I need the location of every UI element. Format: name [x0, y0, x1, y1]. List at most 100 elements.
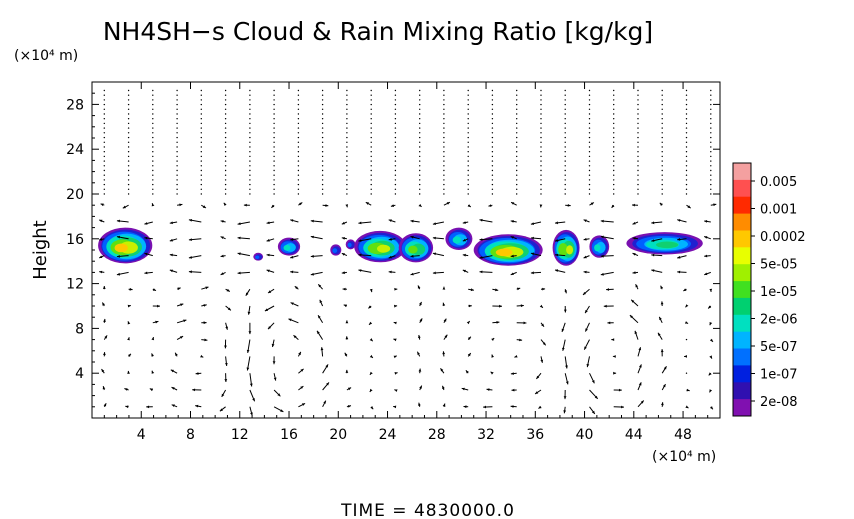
arrow-head [221, 393, 225, 397]
wind-arrow [345, 336, 349, 340]
calm-dot [394, 118, 397, 120]
cloud-blob [626, 232, 703, 255]
wind-arrow [368, 321, 373, 326]
calm-dot [321, 94, 324, 96]
calm-dot [540, 193, 542, 195]
wind-arrow [442, 286, 446, 290]
calm-dot [443, 174, 445, 176]
arrow-head [440, 368, 444, 372]
wind-arrow [370, 406, 374, 410]
wind-arrow [393, 321, 397, 325]
wind-arrow [298, 368, 304, 374]
arrow-head [488, 204, 492, 207]
calm-dot [540, 122, 542, 125]
calm-dot [613, 188, 615, 190]
calm-dot [321, 122, 324, 125]
calm-dot [176, 174, 178, 176]
calm-dot [419, 146, 421, 148]
calm-dot [224, 99, 227, 101]
calm-dot [419, 174, 421, 176]
wind-arrow [152, 320, 159, 324]
cloud-contour [558, 243, 568, 257]
arrow-head [677, 270, 681, 274]
calm-dot [419, 183, 421, 186]
calm-dot [176, 113, 178, 115]
wind-arrow [146, 405, 153, 409]
calm-dot [321, 113, 324, 115]
calm-dot [710, 193, 712, 195]
wind-arrow [613, 371, 617, 375]
wind-arrow [297, 351, 302, 357]
arrow-head [300, 368, 304, 372]
wind-arrow [322, 204, 329, 207]
arrow-head [318, 284, 322, 288]
chart-title: NH4SH−s Cloud & Rain Mixing Ratio [kg/kg… [103, 17, 653, 46]
wind-arrow [492, 304, 503, 308]
calm-dot [394, 183, 397, 186]
arrow-head [394, 372, 398, 375]
colorbar-swatch [733, 230, 751, 248]
calm-dot [200, 127, 202, 129]
arrow-head [102, 286, 106, 289]
colorbar-swatch [733, 281, 751, 299]
calm-dot [103, 127, 106, 129]
arrow-head [479, 256, 483, 259]
y-tick-label: 20 [66, 187, 84, 203]
arrow-head [467, 353, 471, 357]
arrow-head [268, 290, 272, 293]
y-tick-label: 8 [75, 321, 84, 337]
arrow-head [584, 346, 587, 350]
colorbar-labels: 0.005 0.001 0.0002 5e-05 1e-05 2e-06 5e-07 1e-0… [751, 175, 806, 410]
calm-dot [200, 108, 202, 111]
calm-dot [661, 146, 663, 148]
calm-dot [613, 132, 615, 134]
wind-arrow [149, 388, 154, 392]
calm-dot [370, 103, 372, 106]
calm-dot [127, 136, 130, 139]
arrow-head [651, 239, 655, 242]
arrow-head [442, 302, 446, 306]
calm-dot [540, 179, 542, 181]
arrow-head [629, 315, 633, 319]
calm-dot [564, 132, 566, 134]
arrow-head [268, 326, 271, 330]
wind-arrow [607, 321, 614, 325]
calm-dot [710, 99, 712, 101]
calm-dot [564, 174, 566, 176]
wind-arrow [177, 203, 183, 207]
wind-arrow [410, 271, 420, 276]
arrow-head [127, 321, 131, 325]
arrow-head [530, 271, 534, 275]
calm-dot [661, 151, 663, 153]
wind-arrow [584, 305, 590, 314]
calm-dot [273, 113, 275, 115]
cloud-blob [398, 233, 434, 263]
wind-arrow [467, 204, 472, 208]
calm-dot [564, 188, 566, 190]
calm-dot [249, 174, 251, 176]
arrow-head [538, 405, 542, 409]
calm-dot [685, 136, 688, 139]
calm-dot [613, 193, 615, 195]
wind-arrow [151, 370, 155, 374]
arrow-head [600, 272, 604, 276]
arrow-head [155, 320, 159, 324]
arrow-head [713, 203, 717, 207]
wind-arrow [685, 405, 689, 409]
wind-arrow [442, 385, 445, 391]
calm-dot [661, 108, 663, 111]
arrow-head [709, 355, 712, 359]
arrow-head [603, 304, 607, 308]
calm-dot [540, 94, 542, 96]
colorbar-swatch [733, 399, 751, 417]
calm-dot [224, 127, 227, 129]
y-axis-unit: (×10⁴ m) [14, 48, 78, 64]
arrow-head [169, 269, 173, 273]
calm-dot [224, 118, 227, 120]
cloud-contour [255, 255, 260, 259]
wind-arrow [540, 356, 544, 363]
calm-dot [394, 151, 397, 153]
calm-dot [346, 146, 348, 148]
calm-dot [491, 103, 494, 106]
calm-dot [710, 136, 712, 139]
